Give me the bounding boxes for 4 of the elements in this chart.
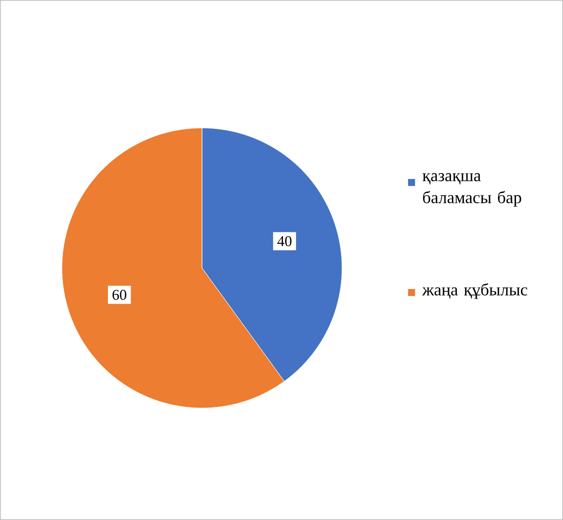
legend-label: жаңа құбылыс bbox=[422, 283, 528, 299]
data-label: 40 bbox=[277, 236, 292, 246]
data-label: 60 bbox=[112, 290, 126, 300]
legend-label: қазақша баламасы бар bbox=[422, 173, 522, 207]
